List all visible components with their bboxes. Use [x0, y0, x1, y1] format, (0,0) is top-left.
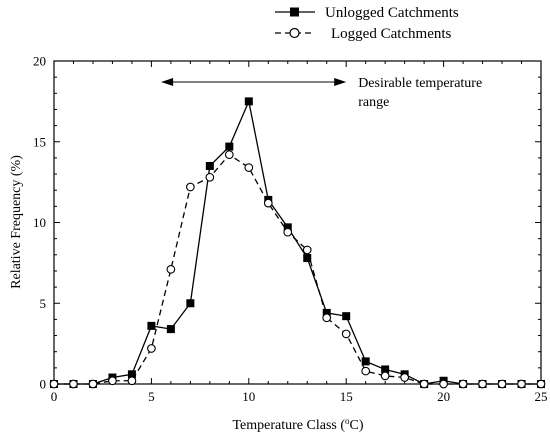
x-axis-label: Temperature Class (oC) — [232, 416, 363, 433]
legend-marker-logged — [289, 27, 300, 39]
y-tick-label: 5 — [40, 296, 47, 311]
x-tick-label: 15 — [340, 389, 353, 404]
legend-label-unlogged: Unlogged Catchments — [325, 5, 459, 21]
data-point — [166, 325, 175, 334]
data-point — [186, 299, 195, 308]
x-tick-label: 10 — [242, 389, 255, 404]
data-point — [322, 308, 331, 317]
data-point — [497, 379, 507, 389]
y-tick-label: 20 — [33, 54, 46, 69]
y-axis-label: Relative Frequency (%) — [9, 155, 24, 289]
x-tick-label: 25 — [535, 389, 548, 404]
series-line — [54, 99, 541, 385]
data-point — [186, 182, 195, 192]
data-point — [166, 264, 176, 274]
y-tick-label: 10 — [33, 215, 46, 230]
x-axis-label-text: Temperature Class ( — [232, 418, 345, 433]
data-point — [244, 97, 253, 106]
data-point — [147, 321, 156, 330]
series-unlogged — [50, 97, 545, 388]
annotation-text-line2: range — [358, 95, 389, 110]
data-point — [400, 373, 409, 382]
data-point — [478, 379, 487, 389]
data-point — [361, 366, 371, 376]
legend-marker-unlogged — [290, 7, 299, 17]
data-point — [225, 142, 234, 151]
data-point — [283, 227, 293, 237]
series-logged — [49, 150, 546, 389]
y-tick-label: 15 — [33, 134, 46, 149]
y-tick-label: 0 — [40, 377, 47, 392]
data-point — [439, 379, 448, 389]
data-point — [536, 379, 546, 389]
series-layer — [49, 97, 546, 389]
series-line — [54, 153, 541, 385]
data-point — [205, 161, 214, 170]
data-point — [517, 379, 526, 389]
data-point — [244, 163, 254, 172]
data-point — [283, 223, 292, 232]
data-point — [205, 172, 215, 182]
x-tick-label: 0 — [51, 389, 58, 404]
annotation: Desirable temperature range — [161, 76, 482, 110]
legend-label-logged: Logged Catchments — [331, 26, 452, 42]
data-point — [458, 379, 468, 389]
data-point — [127, 370, 136, 379]
data-point — [147, 344, 156, 353]
data-point — [419, 379, 429, 389]
data-point — [381, 365, 390, 374]
data-point — [69, 379, 78, 389]
annotation-arrowhead-right — [334, 77, 347, 86]
data-point — [224, 150, 234, 160]
data-point — [341, 329, 351, 339]
x-axis-label-end: C) — [350, 418, 364, 433]
annotation-text-line1: Desirable temperature — [358, 76, 482, 91]
x-tick-label: 5 — [148, 389, 155, 404]
data-point — [263, 198, 273, 208]
data-point — [88, 379, 98, 389]
data-point — [342, 312, 351, 321]
annotation-arrowhead-left — [161, 77, 174, 86]
data-point — [361, 357, 370, 366]
x-axis-label-sup: o — [345, 416, 350, 426]
data-point — [49, 379, 59, 389]
axes: 0 5 10 15 20 25 0 5 10 15 20 — [33, 54, 548, 405]
data-point — [127, 376, 137, 386]
data-point — [108, 376, 117, 386]
legend: Unlogged Catchments Logged Catchments — [275, 5, 459, 42]
plot-frame — [53, 60, 542, 385]
data-point — [322, 313, 332, 323]
x-tick-label: 20 — [437, 389, 450, 404]
data-point — [380, 371, 390, 381]
data-point — [302, 245, 312, 255]
data-point — [303, 254, 312, 263]
